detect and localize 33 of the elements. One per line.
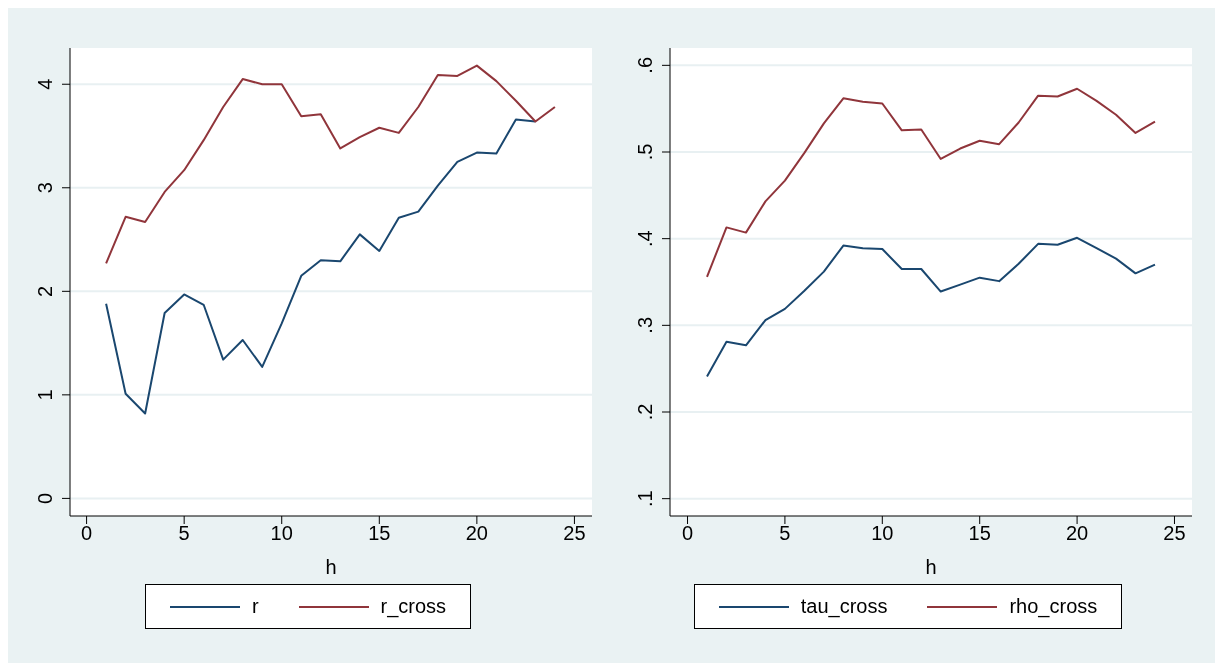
y-tick-label: .2 — [634, 403, 656, 421]
x-tick-label: 0 — [681, 522, 694, 545]
x-tick-label: 20 — [1065, 522, 1089, 545]
x-tick-label: 25 — [1163, 522, 1186, 545]
x-tick-label: 10 — [270, 522, 293, 545]
legend-label: r_cross — [380, 595, 447, 618]
x-tick-label: 15 — [968, 522, 991, 545]
x-tick-label: 10 — [871, 522, 894, 545]
legend-label: r — [251, 595, 259, 618]
x-axis-title: h — [925, 556, 937, 578]
x-tick-label: 0 — [81, 522, 93, 545]
x-tick-label: 15 — [368, 522, 391, 545]
y-tick-label: 2 — [34, 285, 56, 297]
line-series — [706, 236, 1156, 378]
y-tick-label: .1 — [634, 490, 656, 508]
line-series — [706, 87, 1156, 278]
x-tick-label: 5 — [779, 522, 791, 545]
y-tick-label: .4 — [634, 230, 656, 248]
legend-label: tau_cross — [800, 595, 888, 618]
y-tick-label: .3 — [634, 316, 656, 334]
line-series — [105, 64, 556, 265]
y-tick-label: .6 — [634, 56, 656, 74]
x-tick-label: 20 — [465, 522, 488, 545]
x-tick-label: 5 — [178, 522, 190, 545]
legend-label: rho_cross — [1009, 595, 1098, 618]
y-tick-label: 1 — [34, 389, 56, 401]
x-axis-title: h — [325, 556, 337, 578]
y-tick-label: .5 — [634, 143, 656, 161]
y-tick-label: 4 — [34, 78, 56, 90]
x-tick-label: 25 — [563, 522, 586, 545]
y-tick-label: 3 — [34, 182, 56, 194]
line-series — [105, 118, 537, 415]
y-tick-label: 0 — [34, 492, 56, 504]
